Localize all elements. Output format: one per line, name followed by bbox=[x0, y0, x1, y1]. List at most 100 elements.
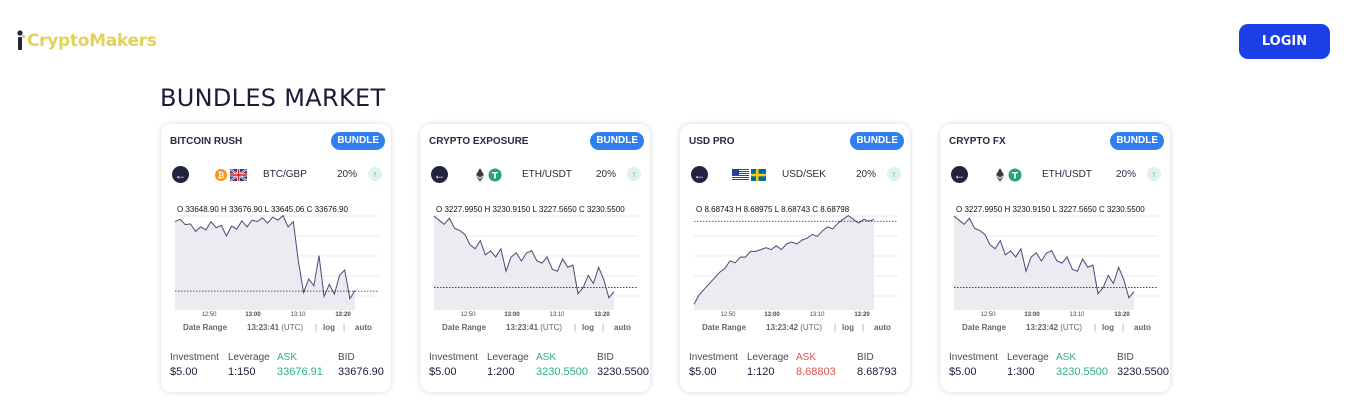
pair-label: BTC/GBP bbox=[263, 169, 307, 180]
arrow-left-icon[interactable]: ← bbox=[951, 166, 968, 183]
usa-flag-icon bbox=[732, 169, 749, 181]
investment-label: Investment bbox=[949, 352, 998, 363]
bundle-card[interactable]: USD PRO BUNDLE ← USD/SEK 20% ↑ O 8.68743… bbox=[680, 124, 910, 392]
chart-clock: 13:23:42 (UTC) bbox=[1026, 323, 1082, 332]
clock-tz: (UTC) bbox=[540, 323, 563, 332]
bitcoin-icon: ₿ bbox=[215, 169, 227, 181]
bid-label: BID bbox=[338, 352, 355, 363]
clock-time: 13:23:41 bbox=[506, 323, 539, 332]
time-tick-label: 13:10 bbox=[290, 312, 306, 318]
arrow-left-icon[interactable]: ← bbox=[172, 166, 189, 183]
price-chart[interactable]: O 8.68743 H 8.68975 L 8.68743 C 8.68798 1… bbox=[680, 200, 910, 330]
date-range-button[interactable]: Date Range bbox=[702, 323, 747, 332]
leverage-percent: 20% bbox=[337, 169, 358, 180]
asset-icons: ₿ bbox=[215, 168, 247, 182]
time-tick-label: 12:50 bbox=[460, 312, 476, 318]
arrow-up-icon[interactable]: ↑ bbox=[1147, 167, 1161, 181]
time-tick-label: 13:00 bbox=[245, 312, 261, 318]
ethereum-icon bbox=[996, 168, 1004, 182]
ohlc-readout: O 33648.90 H 33676.90 L 33645.06 C 33676… bbox=[177, 205, 349, 214]
date-range-button[interactable]: Date Range bbox=[442, 323, 487, 332]
bundle-card[interactable]: CRYPTO EXPOSURE BUNDLE ← T ETH/USDT 20% … bbox=[420, 124, 650, 392]
pair-row: ← T ETH/USDT 20% ↑ bbox=[940, 164, 1170, 186]
bid-stat: BID 33676.90 bbox=[338, 352, 384, 378]
arrow-left-icon[interactable]: ← bbox=[691, 166, 708, 183]
logo-text: CryptoMakers bbox=[27, 31, 157, 51]
auto-scale-toggle[interactable]: auto bbox=[1134, 323, 1151, 332]
log-scale-toggle[interactable]: log bbox=[842, 323, 854, 332]
investment-stat: Investment $5.00 bbox=[170, 352, 219, 378]
bundle-name: BITCOIN RUSH bbox=[170, 136, 243, 147]
price-chart[interactable]: O 33648.90 H 33676.90 L 33645.06 C 33676… bbox=[161, 200, 391, 330]
log-scale-toggle[interactable]: log bbox=[1102, 323, 1114, 332]
pair-label: ETH/USDT bbox=[522, 169, 572, 180]
auto-scale-toggle[interactable]: auto bbox=[614, 323, 631, 332]
investment-value: $5.00 bbox=[170, 366, 198, 378]
asset-icons: T bbox=[996, 168, 1022, 182]
leverage-value: 1:120 bbox=[747, 366, 775, 378]
price-chart[interactable]: O 3227.9950 H 3230.9150 L 3227.5650 C 32… bbox=[940, 200, 1170, 330]
clock-time: 13:23:42 bbox=[1026, 323, 1059, 332]
investment-value: $5.00 bbox=[429, 366, 457, 378]
price-line bbox=[433, 215, 615, 299]
ask-label: ASK bbox=[796, 352, 817, 363]
separator: | bbox=[602, 323, 605, 332]
chart-clock: 13:23:41 (UTC) bbox=[506, 323, 562, 332]
ethereum-icon bbox=[476, 168, 484, 182]
arrow-up-icon[interactable]: ↑ bbox=[627, 167, 641, 181]
date-range-button[interactable]: Date Range bbox=[183, 323, 228, 332]
auto-scale-toggle[interactable]: auto bbox=[355, 323, 372, 332]
ask-stat: ASK 3230.5500 bbox=[536, 352, 588, 378]
time-tick-label: 13:00 bbox=[764, 312, 780, 318]
clock-time: 13:23:41 bbox=[247, 323, 280, 332]
login-button[interactable]: LOGIN bbox=[1239, 24, 1330, 59]
clock-tz: (UTC) bbox=[1060, 323, 1083, 332]
ask-value: 3230.5500 bbox=[536, 366, 588, 378]
bid-label: BID bbox=[1117, 352, 1134, 363]
pair-label: USD/SEK bbox=[782, 169, 826, 180]
price-line bbox=[174, 214, 356, 301]
arrow-left-icon[interactable]: ← bbox=[431, 166, 448, 183]
log-scale-toggle[interactable]: log bbox=[582, 323, 594, 332]
uk-flag-icon bbox=[229, 168, 247, 182]
date-range-button[interactable]: Date Range bbox=[962, 323, 1007, 332]
bid-value: 33676.90 bbox=[338, 366, 384, 378]
bundle-badge: BUNDLE bbox=[331, 132, 385, 150]
leverage-label: Leverage bbox=[747, 352, 789, 363]
ask-label: ASK bbox=[1056, 352, 1077, 363]
time-tick-label: 13:20 bbox=[594, 312, 610, 318]
time-tick-label: 13:20 bbox=[1114, 312, 1130, 318]
time-tick-label: 13:10 bbox=[1069, 312, 1085, 318]
separator: | bbox=[343, 323, 346, 332]
ohlc-readout: O 3227.9950 H 3230.9150 L 3227.5650 C 32… bbox=[956, 205, 1145, 214]
chart-range-bar: Date Range 13:23:41 (UTC) | log | auto bbox=[420, 323, 650, 335]
leverage-value: 1:150 bbox=[228, 366, 256, 378]
arrow-up-icon[interactable]: ↑ bbox=[368, 167, 382, 181]
leverage-value: 1:300 bbox=[1007, 366, 1035, 378]
asset-icons bbox=[732, 169, 766, 181]
leverage-stat: Leverage 1:200 bbox=[487, 352, 529, 378]
investment-stat: Investment $5.00 bbox=[429, 352, 478, 378]
separator: | bbox=[862, 323, 865, 332]
bid-value: 3230.5500 bbox=[1117, 366, 1169, 378]
price-chart[interactable]: O 3227.9950 H 3230.9150 L 3227.5650 C 32… bbox=[420, 200, 650, 330]
tether-icon: T bbox=[1008, 168, 1022, 182]
investment-stat: Investment $5.00 bbox=[949, 352, 998, 378]
leverage-percent: 20% bbox=[1116, 169, 1137, 180]
log-scale-toggle[interactable]: log bbox=[323, 323, 335, 332]
bundle-name: CRYPTO EXPOSURE bbox=[429, 136, 529, 147]
chart-clock: 13:23:42 (UTC) bbox=[766, 323, 822, 332]
clock-time: 13:23:42 bbox=[766, 323, 799, 332]
auto-scale-toggle[interactable]: auto bbox=[874, 323, 891, 332]
arrow-up-icon[interactable]: ↑ bbox=[887, 167, 901, 181]
leverage-value: 1:200 bbox=[487, 366, 515, 378]
bundle-card[interactable]: BITCOIN RUSH BUNDLE ← ₿ BTC/GBP 20% ↑ O … bbox=[161, 124, 391, 392]
chart-clock: 13:23:41 (UTC) bbox=[247, 323, 303, 332]
logo[interactable]: CryptoMakers bbox=[16, 30, 157, 52]
ask-stat: ASK 8.68803 bbox=[796, 352, 836, 378]
ask-label: ASK bbox=[536, 352, 557, 363]
bid-value: 3230.5500 bbox=[597, 366, 649, 378]
bundle-stats: Investment $5.00 Leverage 1:120 ASK 8.68… bbox=[680, 352, 910, 386]
bundle-card[interactable]: CRYPTO FX BUNDLE ← T ETH/USDT 20% ↑ O 32… bbox=[940, 124, 1170, 392]
time-tick-label: 13:20 bbox=[854, 312, 870, 318]
